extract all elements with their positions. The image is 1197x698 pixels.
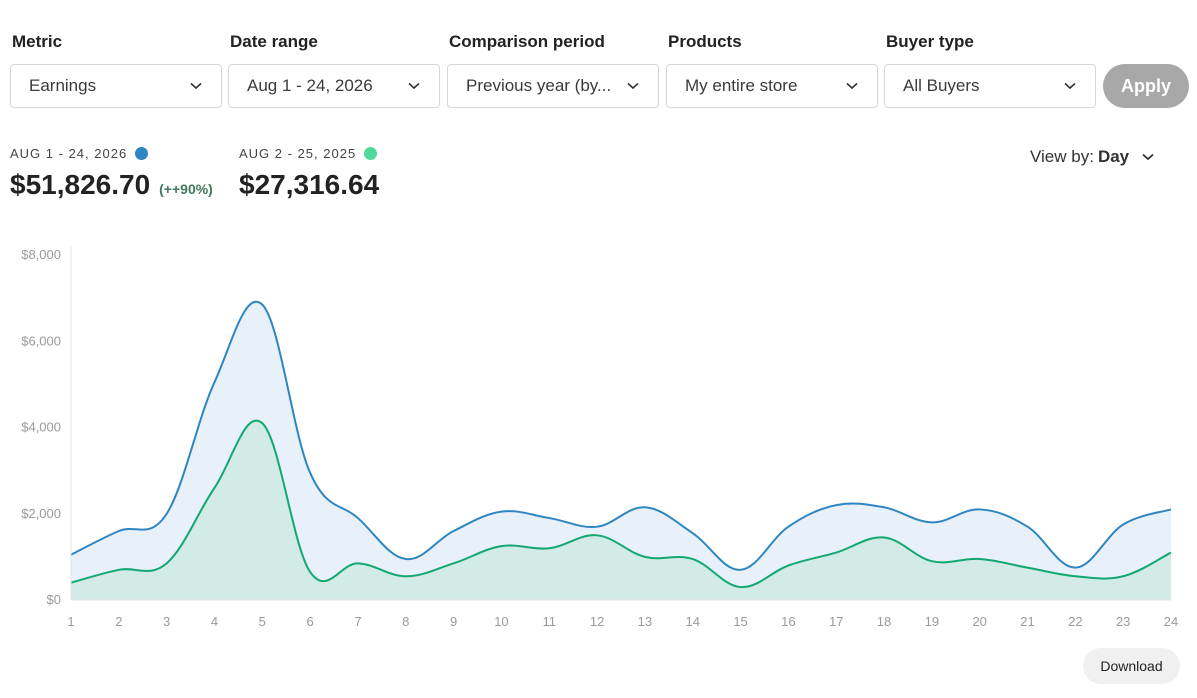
products-select[interactable]: My entire store (666, 64, 878, 108)
x-tick-label: 4 (211, 614, 218, 629)
view-by-dropdown[interactable]: View by: Day (1030, 145, 1155, 169)
apply-button[interactable]: Apply (1103, 64, 1189, 108)
buyer-type-value: All Buyers (903, 76, 980, 95)
current-series-dot (135, 146, 149, 160)
chevron-down-icon (407, 79, 421, 93)
x-tick-label: 12 (590, 614, 604, 629)
chevron-down-icon (845, 79, 859, 93)
previous-period-range: AUG 2 - 25, 2025 (239, 145, 357, 161)
x-tick-label: 17 (829, 614, 843, 629)
chevron-down-icon (1063, 79, 1077, 93)
x-tick-label: 22 (1068, 614, 1082, 629)
x-tick-label: 19 (925, 614, 939, 629)
x-tick-label: 2 (115, 614, 122, 629)
x-tick-label: 10 (494, 614, 508, 629)
y-tick-label: $4,000 (21, 420, 61, 435)
x-tick-label: 5 (259, 614, 266, 629)
previous-period-total: $27,316.64 (239, 169, 380, 200)
metric-filter: Metric Earnings (10, 30, 222, 108)
metric-select[interactable]: Earnings (10, 64, 222, 108)
products-label: Products (668, 32, 742, 51)
metric-value: Earnings (29, 76, 97, 95)
x-tick-label: 24 (1164, 614, 1178, 629)
products-value: My entire store (685, 76, 798, 95)
x-tick-label: 8 (402, 614, 409, 629)
metric-label: Metric (12, 32, 63, 51)
series-line-1 (70, 300, 1172, 571)
x-tick-label: 3 (163, 614, 170, 629)
y-tick-label: $8,000 (21, 247, 61, 262)
x-tick-label: 11 (543, 614, 557, 629)
view-by-label: View by: (1030, 147, 1094, 166)
x-tick-label: 1 (67, 614, 74, 629)
date-range-value: Aug 1 - 24, 2026 (247, 76, 373, 95)
current-period-total: $51,826.70 (10, 169, 151, 200)
chevron-down-icon (1141, 150, 1155, 164)
x-tick-label: 15 (733, 614, 747, 629)
comparison-period-label: Comparison period (449, 32, 605, 51)
chevron-down-icon (626, 79, 640, 93)
filter-bar: Metric Earnings Date range Aug 1 - 24, 2… (10, 30, 1190, 110)
products-filter: Products My entire store (666, 30, 878, 108)
percent-change: (++90%) (159, 181, 213, 197)
series-line-2 (70, 419, 1172, 589)
previous-series-dot (364, 146, 378, 160)
x-tick-label: 13 (638, 614, 652, 629)
current-period-summary: AUG 1 - 24, 2026 $51,826.70 (++90%) (10, 145, 213, 201)
x-tick-label: 7 (354, 614, 361, 629)
x-tick-label: 16 (781, 614, 795, 629)
current-period-range: AUG 1 - 24, 2026 (10, 145, 128, 161)
buyer-type-select[interactable]: All Buyers (884, 64, 1096, 108)
buyer-type-filter: Buyer type All Buyers (884, 30, 1096, 108)
y-tick-label: $0 (47, 592, 61, 607)
comparison-period-select[interactable]: Previous year (by... (447, 64, 659, 108)
comparison-period-filter: Comparison period Previous year (by... (447, 30, 659, 108)
x-tick-label: 20 (972, 614, 986, 629)
chevron-down-icon (189, 79, 203, 93)
view-by-value: Day (1097, 147, 1130, 166)
series-area-1 (71, 301, 1171, 600)
previous-period-summary: AUG 2 - 25, 2025 $27,316.64 (239, 145, 379, 201)
x-tick-label: 21 (1020, 614, 1034, 629)
x-tick-label: 9 (450, 614, 457, 629)
comparison-period-value: Previous year (by... (466, 76, 612, 95)
series-area-2 (71, 420, 1171, 600)
y-tick-label: $6,000 (21, 333, 61, 348)
date-range-filter: Date range Aug 1 - 24, 2026 (228, 30, 440, 108)
x-tick-label: 14 (686, 614, 700, 629)
x-tick-label: 6 (307, 614, 314, 629)
buyer-type-label: Buyer type (886, 32, 974, 51)
y-tick-label: $2,000 (21, 506, 61, 521)
date-range-select[interactable]: Aug 1 - 24, 2026 (228, 64, 440, 108)
download-button[interactable]: Download (1083, 648, 1180, 684)
x-tick-label: 23 (1116, 614, 1130, 629)
earnings-chart: $0$2,000$4,000$6,000$8,000 1 2 3 4 5 6 7 8 9 10 11… (21, 247, 1178, 629)
date-range-label: Date range (230, 32, 318, 51)
x-tick-label: 18 (877, 614, 891, 629)
